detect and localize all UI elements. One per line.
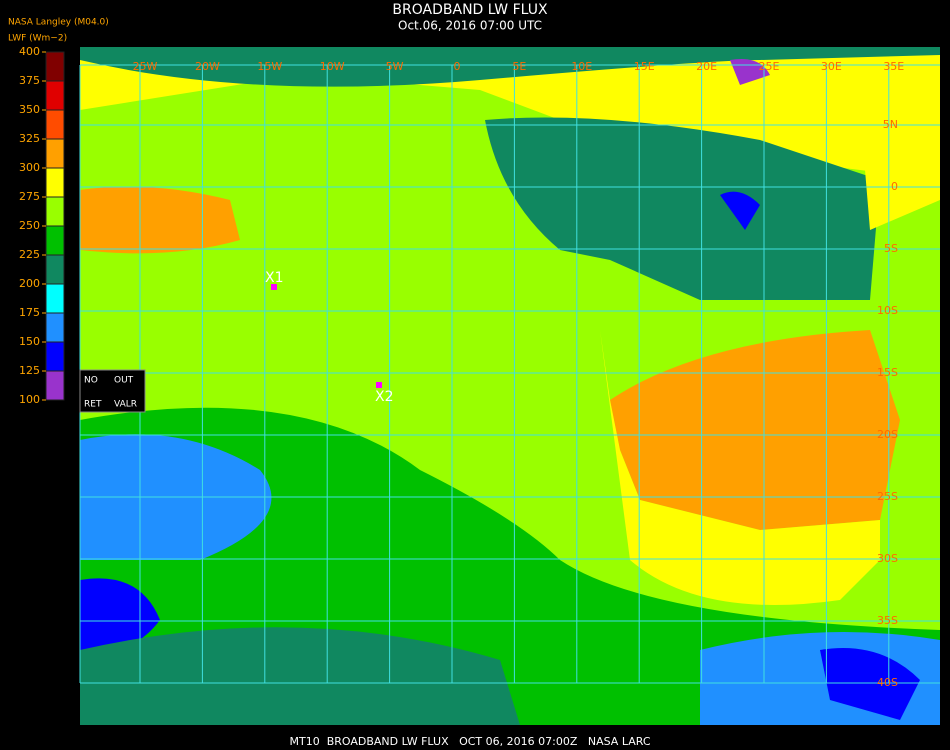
- title: BROADBAND LW FLUX: [392, 2, 548, 18]
- colorbar-segment: [45, 51, 65, 82]
- lat-label: 40S: [877, 676, 898, 689]
- panel-button[interactable]: VALR: [114, 400, 137, 410]
- lon-label: 0: [454, 60, 461, 73]
- marker-point: [271, 284, 277, 290]
- marker-label: X2: [375, 389, 394, 405]
- colorbar-tick-label: 375: [19, 74, 40, 87]
- lat-label: 30S: [877, 552, 898, 565]
- colorbar-segment: [45, 109, 65, 140]
- subtitle: Oct.06, 2016 07:00 UTC: [398, 19, 542, 33]
- marker-label: X1: [265, 270, 284, 286]
- lat-label: 10S: [877, 304, 898, 317]
- lon-label: 10W: [320, 60, 345, 73]
- lon-label: 5W: [386, 60, 404, 73]
- colorbar-segment: [45, 196, 65, 227]
- colorbar-tick-label: 200: [19, 277, 40, 290]
- lon-label: 25E: [759, 60, 780, 73]
- colorbar-segment: [45, 312, 65, 343]
- colorbar-segment: [45, 283, 65, 314]
- control-panel: [79, 369, 146, 413]
- graticule: [79, 64, 940, 684]
- lon-label: 10E: [571, 60, 592, 73]
- colorbar-segment: [45, 370, 65, 401]
- colorbar-tick-label: 300: [19, 161, 40, 174]
- lon-label: 25W: [133, 60, 158, 73]
- lat-label: 0: [891, 180, 898, 193]
- colorbar-label: LWF (Wm−2): [8, 34, 67, 44]
- colorbar-tick-label: 100: [19, 393, 40, 406]
- colorbar-tick-label: 275: [19, 190, 40, 203]
- lat-label: 35S: [877, 614, 898, 627]
- footer: MT10 BROADBAND LW FLUX OCT 06, 2016 07:0…: [290, 735, 651, 748]
- panel-button[interactable]: OUT: [114, 376, 134, 386]
- lat-label: 15S: [877, 366, 898, 379]
- lon-label: 15E: [634, 60, 655, 73]
- map-image: [80, 47, 940, 725]
- panel-button[interactable]: RET: [84, 400, 102, 410]
- lon-label: 15W: [257, 60, 282, 73]
- colorbar-tick-label: 125: [19, 364, 40, 377]
- marker-point: [376, 382, 382, 388]
- source: NASA Langley (M04.0): [8, 18, 109, 28]
- lon-label: 20E: [696, 60, 717, 73]
- lon-label: 35E: [883, 60, 904, 73]
- colorbar-tick-label: 175: [19, 306, 40, 319]
- colorbar-segment: [45, 167, 65, 198]
- lat-label: 5N: [883, 118, 898, 131]
- colorbar-segment: [45, 225, 65, 256]
- lon-label: 5E: [512, 60, 526, 73]
- colorbar-tick-label: 250: [19, 219, 40, 232]
- colorbar-tick-label: 400: [19, 45, 40, 58]
- lon-label: 30E: [821, 60, 842, 73]
- panel-button[interactable]: NO: [84, 376, 98, 386]
- lon-label: 20W: [195, 60, 220, 73]
- colorbar-segment: [45, 254, 65, 285]
- colorbar-tick-label: 225: [19, 248, 40, 261]
- colorbar: 400 375 350 325 300 275 250 225 200 175 150 125 100: [19, 45, 65, 406]
- colorbar-tick-label: 150: [19, 335, 40, 348]
- colorbar-tick-label: 325: [19, 132, 40, 145]
- colorbar-segment: [45, 80, 65, 111]
- lat-label: 25S: [877, 490, 898, 503]
- lat-label: 20S: [877, 428, 898, 441]
- map-labels: 25W 20W 15W 10W 5W 0 5E 10E 15E 20E 25E 30E 35E 5N 0 5S…: [133, 60, 905, 689]
- colorbar-segment: [45, 138, 65, 169]
- colorbar-tick-label: 350: [19, 103, 40, 116]
- colorbar-segment: [45, 341, 65, 372]
- lat-label: 5S: [884, 242, 898, 255]
